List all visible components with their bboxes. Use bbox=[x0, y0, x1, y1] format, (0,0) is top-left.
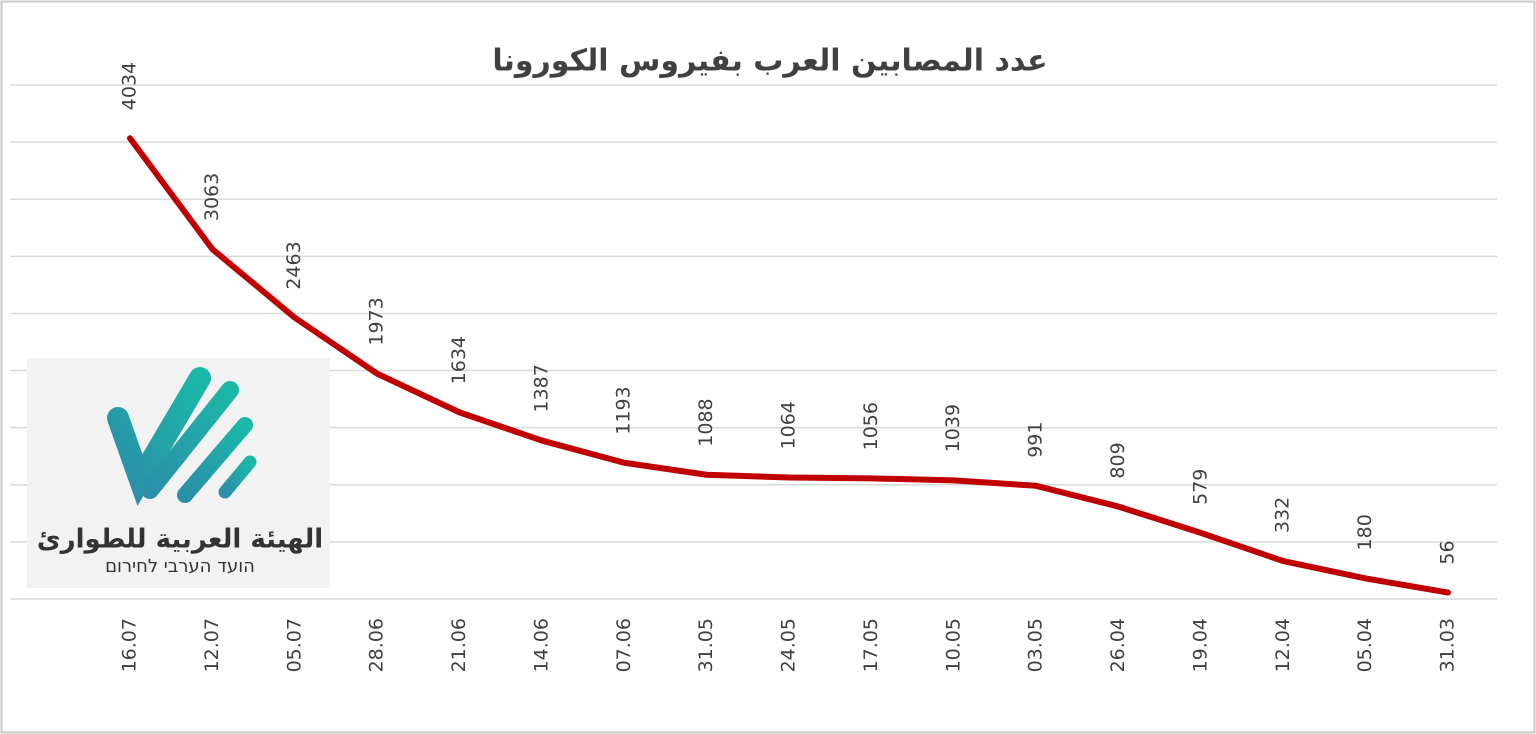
data-label: 56 bbox=[1437, 540, 1459, 564]
data-label: 1387 bbox=[530, 364, 552, 412]
data-label: 1088 bbox=[695, 398, 717, 446]
logo: الهيئة العربية للطوارئ הועד הערבי לחירום bbox=[27, 358, 330, 588]
x-tick-label: 07.06 bbox=[613, 618, 635, 672]
data-label: 180 bbox=[1354, 514, 1376, 550]
data-line bbox=[127, 135, 1451, 596]
logo-subtitle: הועד הערבי לחירום bbox=[105, 556, 255, 577]
data-label: 4034 bbox=[119, 62, 141, 110]
data-label: 1039 bbox=[942, 404, 964, 452]
chart-title: عدد المصابين العرب بفيروس الكورونا bbox=[492, 44, 1047, 79]
x-tick-label: 17.05 bbox=[860, 618, 882, 672]
x-tick-label: 16.07 bbox=[119, 618, 141, 672]
x-tick-label: 24.05 bbox=[778, 618, 800, 672]
data-label: 809 bbox=[1107, 442, 1129, 478]
data-label: 1634 bbox=[448, 336, 470, 384]
x-tick-label: 26.04 bbox=[1107, 618, 1129, 672]
x-tick-label: 21.06 bbox=[448, 618, 470, 672]
data-label: 1193 bbox=[613, 386, 635, 434]
x-tick-label: 19.04 bbox=[1189, 618, 1211, 672]
x-tick-label: 12.07 bbox=[201, 618, 223, 672]
data-label: 1056 bbox=[860, 402, 882, 450]
plot: 16.07 12.07 05.07 28.06 21.06 14.06 07.06 31.05… bbox=[119, 62, 1459, 673]
x-tick-label: 14.06 bbox=[530, 618, 552, 672]
data-label: 3063 bbox=[201, 173, 223, 221]
x-tick-label: 28.06 bbox=[366, 618, 388, 672]
x-tick-label: 03.05 bbox=[1025, 618, 1047, 672]
x-tick-label: 10.05 bbox=[942, 618, 964, 672]
data-label: 332 bbox=[1272, 497, 1294, 533]
logo-title: الهيئة العربية للطوارئ bbox=[37, 525, 323, 555]
x-tick-label: 05.04 bbox=[1354, 618, 1376, 672]
data-label: 1973 bbox=[366, 297, 388, 345]
data-label: 1064 bbox=[778, 401, 800, 449]
data-label: 991 bbox=[1025, 422, 1047, 458]
data-label: 2463 bbox=[283, 241, 305, 289]
x-tick-label: 31.05 bbox=[695, 618, 717, 672]
x-tick-label: 31.03 bbox=[1437, 618, 1459, 672]
data-label: 579 bbox=[1189, 469, 1211, 505]
x-tick-label: 05.07 bbox=[283, 618, 305, 672]
x-tick-label: 12.04 bbox=[1272, 618, 1294, 672]
logo-mark bbox=[107, 367, 257, 506]
